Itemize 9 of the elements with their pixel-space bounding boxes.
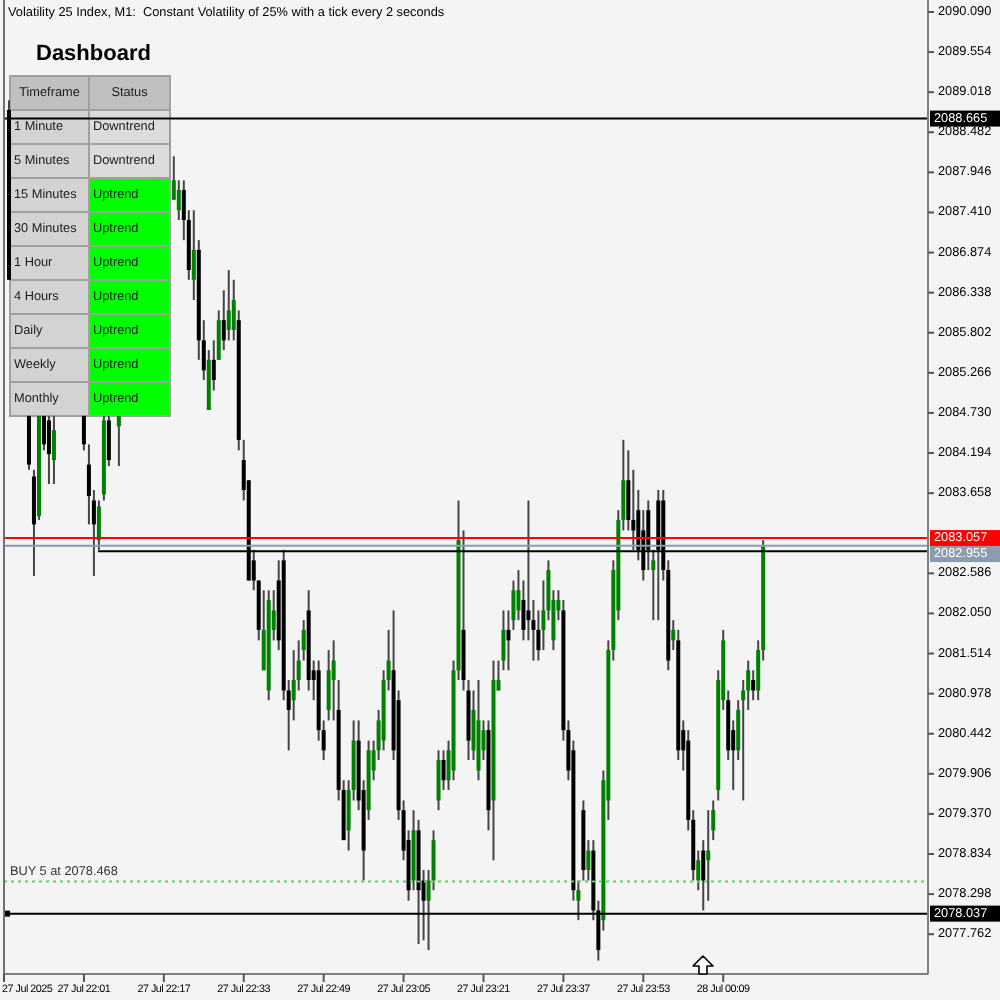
candlestick (226, 269, 231, 342)
candlestick (116, 414, 121, 468)
candlestick (211, 339, 216, 392)
candlestick (31, 468, 36, 578)
candlestick (436, 749, 441, 812)
candlestick (501, 609, 506, 672)
candlestick (46, 414, 51, 486)
text: Dashboard (36, 42, 151, 66)
candlestick (51, 414, 56, 486)
